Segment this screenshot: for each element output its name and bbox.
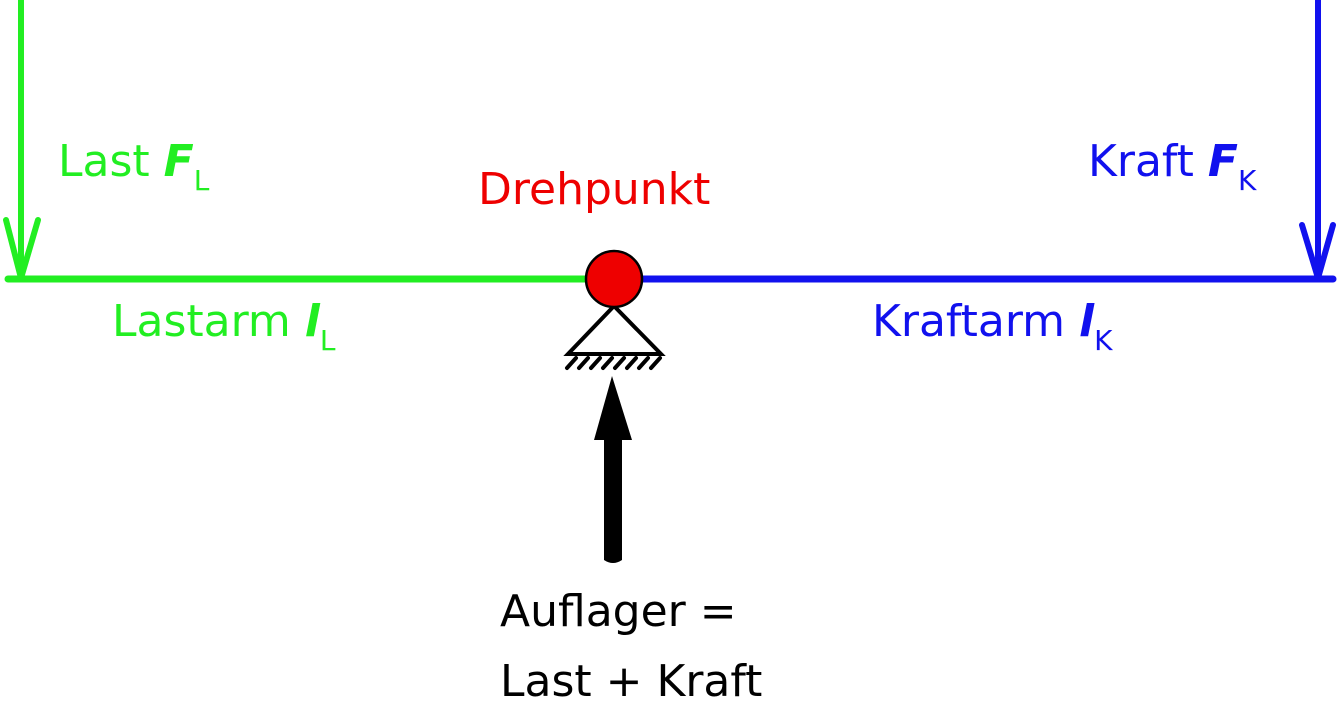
load-arm-text: Lastarm (112, 296, 291, 347)
force-arm-symbol: lK (1079, 296, 1113, 357)
force-text: Kraft (1088, 136, 1194, 187)
effort-force-arrow (1299, 0, 1336, 281)
load-text: Last (58, 136, 150, 187)
load-symbol: FL (163, 136, 210, 197)
load-force-arrow (3, 0, 41, 281)
load-arm-symbol: lL (304, 296, 336, 357)
force-arm-label: Kraftarm lK (872, 300, 1112, 355)
support-reaction-arrow (594, 376, 632, 563)
force-label: Kraft FK (1088, 140, 1256, 195)
load-arm-label: Lastarm lL (112, 300, 336, 355)
pivot-point (584, 249, 644, 309)
support-label-line1: Auflager = (500, 586, 737, 637)
pivot-label: Drehpunkt (478, 164, 711, 215)
load-label: Last FL (58, 140, 209, 195)
support-symbol (563, 303, 666, 370)
force-symbol: FK (1207, 136, 1257, 197)
support-label-line2: Last + Kraft (500, 656, 763, 707)
force-arm-text: Kraftarm (872, 296, 1066, 347)
